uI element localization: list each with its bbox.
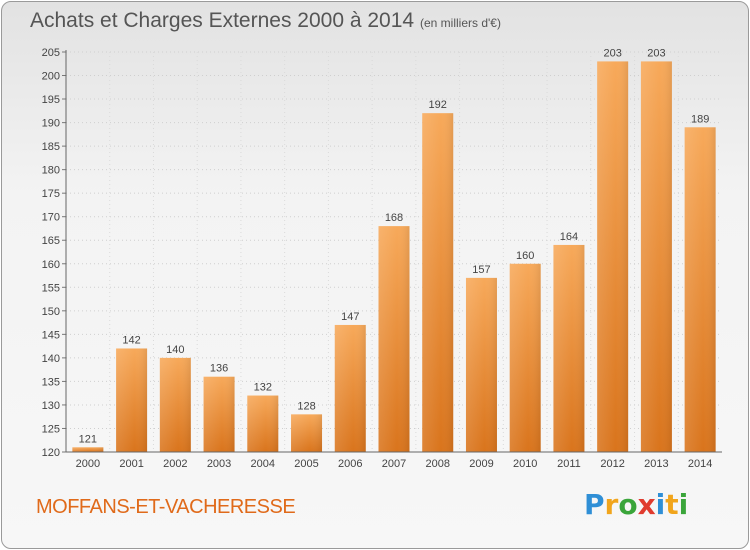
value-label: 157 <box>472 264 490 276</box>
bar-shade-2001 <box>116 348 148 452</box>
logo-letter: o <box>618 488 638 521</box>
logo-letter: P <box>584 488 605 521</box>
x-tick-label: 2006 <box>338 458 362 470</box>
value-label: 189 <box>691 113 709 125</box>
x-tick-label: 2008 <box>425 458 449 470</box>
y-tick-label: 180 <box>42 165 60 177</box>
bar-shade-2005 <box>291 414 323 452</box>
value-label: 147 <box>341 311 359 323</box>
value-label: 192 <box>429 99 447 111</box>
value-label: 203 <box>603 47 621 59</box>
value-label: 168 <box>385 212 403 224</box>
x-tick-label: 2001 <box>119 458 143 470</box>
x-tick-label: 2014 <box>688 458 712 470</box>
bar-shade-2013 <box>640 61 672 452</box>
logo-letter: i <box>678 488 689 521</box>
x-tick-label: 2010 <box>513 458 537 470</box>
y-tick-label: 165 <box>42 235 60 247</box>
y-tick-label: 200 <box>42 71 60 83</box>
y-tick-label: 120 <box>42 447 60 459</box>
value-label: 160 <box>516 250 534 262</box>
x-tick-label: 2005 <box>294 458 318 470</box>
x-tick-label: 2000 <box>76 458 100 470</box>
y-tick-label: 190 <box>42 118 60 130</box>
value-label: 136 <box>210 363 228 375</box>
bar-shade-2002 <box>159 357 191 452</box>
y-tick-label: 205 <box>42 47 60 59</box>
bar-shade-2009 <box>465 277 497 452</box>
y-tick-label: 160 <box>42 259 60 271</box>
bar-shade-2004 <box>247 395 279 452</box>
y-tick-label: 130 <box>42 400 60 412</box>
x-tick-label: 2012 <box>600 458 624 470</box>
y-tick-label: 185 <box>42 141 60 153</box>
y-tick-label: 175 <box>42 188 60 200</box>
y-tick-label: 140 <box>42 353 60 365</box>
logo-letter: r <box>604 488 619 521</box>
y-tick-label: 155 <box>42 282 60 294</box>
value-label: 132 <box>254 382 272 394</box>
y-tick-label: 195 <box>42 94 60 106</box>
value-label: 140 <box>166 344 184 356</box>
x-tick-label: 2013 <box>644 458 668 470</box>
y-tick-label: 150 <box>42 306 60 318</box>
bar-shade-2012 <box>597 61 629 452</box>
logo-letter: i <box>655 488 666 521</box>
chart-subtitle: (en milliers d'€) <box>420 16 501 30</box>
x-tick-label: 2004 <box>251 458 275 470</box>
commune-name: MOFFANS-ET-VACHERESSE <box>36 496 296 518</box>
value-label: 121 <box>79 433 97 445</box>
x-tick-label: 2002 <box>163 458 187 470</box>
x-tick-label: 2003 <box>207 458 231 470</box>
value-label: 203 <box>647 47 665 59</box>
x-tick-label: 2009 <box>469 458 493 470</box>
value-label: 128 <box>297 400 315 412</box>
value-label: 164 <box>560 231 578 243</box>
logo-letter: t <box>665 488 679 521</box>
y-tick-label: 145 <box>42 329 60 341</box>
logo-letter: x <box>637 488 656 521</box>
chart-title: Achats et Charges Externes 2000 à 2014 <box>30 9 415 32</box>
proxiti-logo: Proxiti <box>584 488 688 521</box>
bar-shade-2014 <box>684 127 716 452</box>
y-tick-label: 125 <box>42 423 60 435</box>
bar-shade-2010 <box>509 263 541 452</box>
bar-shade-2007 <box>378 226 410 452</box>
x-tick-label: 2007 <box>382 458 406 470</box>
value-label: 142 <box>122 334 140 346</box>
bar-shade-2003 <box>203 376 235 452</box>
y-tick-label: 170 <box>42 212 60 224</box>
bar-shade-2008 <box>422 113 454 453</box>
bar-shade-2006 <box>334 324 366 452</box>
bar-shade-2011 <box>553 244 585 452</box>
bar-shade-2000 <box>72 447 104 452</box>
y-tick-label: 135 <box>42 376 60 388</box>
x-tick-label: 2011 <box>557 458 581 470</box>
